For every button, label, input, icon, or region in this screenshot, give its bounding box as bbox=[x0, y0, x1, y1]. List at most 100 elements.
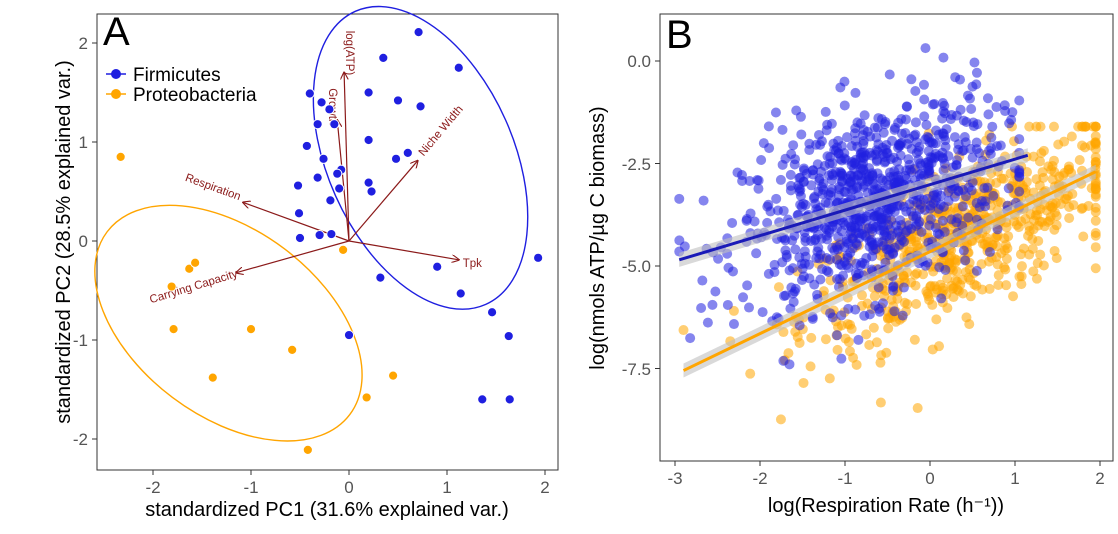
point-firmicutes bbox=[906, 74, 917, 85]
point-firmicutes bbox=[455, 288, 466, 299]
x-tick-label: 1 bbox=[1010, 469, 1019, 488]
point-proteobacteria bbox=[245, 324, 257, 335]
point-firmicutes bbox=[884, 250, 895, 261]
point-firmicutes bbox=[824, 254, 835, 265]
panel-a-y-ticks: -2 -1 0 1 2 bbox=[73, 34, 97, 449]
point-firmicutes bbox=[842, 250, 853, 261]
point-firmicutes bbox=[402, 147, 413, 158]
point-firmicutes bbox=[958, 245, 969, 256]
point-firmicutes bbox=[812, 159, 823, 170]
point-firmicutes bbox=[1003, 183, 1014, 194]
point-firmicutes bbox=[980, 196, 991, 207]
panel-a: A -2 -1 0 1 2 -2 -1 0 1 2 log(ATP)Growt bbox=[53, 5, 559, 521]
y-tick-label: 0 bbox=[79, 232, 88, 251]
point-firmicutes bbox=[763, 121, 774, 132]
point-proteobacteria bbox=[1027, 243, 1038, 254]
point-firmicutes bbox=[986, 132, 997, 143]
point-proteobacteria bbox=[1047, 202, 1058, 213]
point-firmicutes bbox=[796, 129, 807, 140]
point-proteobacteria bbox=[1054, 171, 1065, 182]
point-firmicutes bbox=[737, 175, 748, 186]
point-proteobacteria bbox=[1077, 140, 1088, 151]
point-proteobacteria bbox=[1053, 139, 1064, 150]
point-firmicutes bbox=[971, 137, 982, 148]
point-proteobacteria bbox=[1024, 221, 1035, 232]
point-proteobacteria bbox=[911, 298, 922, 309]
point-firmicutes bbox=[477, 394, 488, 405]
point-firmicutes bbox=[870, 243, 881, 254]
point-firmicutes bbox=[953, 186, 964, 197]
point-proteobacteria bbox=[1090, 202, 1101, 213]
point-firmicutes bbox=[820, 106, 831, 117]
point-proteobacteria bbox=[798, 377, 809, 388]
point-firmicutes bbox=[850, 87, 861, 98]
point-firmicutes bbox=[318, 153, 329, 164]
point-firmicutes bbox=[797, 275, 808, 286]
point-firmicutes bbox=[960, 137, 971, 148]
x-tick-label: 0 bbox=[925, 469, 934, 488]
point-firmicutes bbox=[902, 101, 913, 112]
point-firmicutes bbox=[919, 94, 930, 105]
loading-arrow bbox=[337, 120, 350, 242]
point-firmicutes bbox=[971, 198, 982, 209]
point-proteobacteria bbox=[824, 373, 835, 384]
point-proteobacteria bbox=[302, 444, 313, 455]
point-firmicutes bbox=[1014, 171, 1025, 182]
point-proteobacteria bbox=[869, 291, 880, 302]
point-proteobacteria bbox=[1090, 230, 1101, 241]
point-proteobacteria bbox=[832, 344, 843, 355]
point-firmicutes bbox=[790, 283, 801, 294]
point-firmicutes bbox=[982, 93, 993, 104]
point-firmicutes bbox=[817, 189, 828, 200]
point-proteobacteria bbox=[963, 272, 974, 283]
point-firmicutes bbox=[815, 139, 826, 150]
point-firmicutes bbox=[826, 118, 837, 129]
point-proteobacteria bbox=[1051, 220, 1062, 231]
point-firmicutes bbox=[363, 134, 374, 146]
point-firmicutes bbox=[503, 330, 514, 342]
point-proteobacteria bbox=[1016, 261, 1027, 272]
point-firmicutes bbox=[932, 228, 943, 239]
point-firmicutes bbox=[827, 168, 838, 179]
point-proteobacteria bbox=[950, 275, 961, 286]
point-firmicutes bbox=[843, 238, 854, 249]
point-proteobacteria bbox=[892, 293, 903, 304]
point-firmicutes bbox=[834, 259, 845, 270]
point-firmicutes bbox=[697, 275, 708, 286]
point-firmicutes bbox=[363, 177, 374, 188]
point-proteobacteria bbox=[1068, 200, 1079, 211]
ellipse-firmicutes bbox=[312, 5, 529, 310]
point-proteobacteria bbox=[773, 282, 784, 293]
point-proteobacteria bbox=[1090, 191, 1101, 202]
point-firmicutes bbox=[804, 145, 815, 156]
point-proteobacteria bbox=[843, 336, 854, 347]
point-firmicutes bbox=[963, 212, 974, 223]
point-proteobacteria bbox=[912, 403, 923, 414]
panel-a-label: A bbox=[103, 10, 130, 54]
point-proteobacteria bbox=[794, 337, 805, 348]
point-firmicutes bbox=[943, 195, 954, 206]
point-proteobacteria bbox=[1049, 245, 1060, 256]
point-firmicutes bbox=[292, 180, 304, 191]
point-firmicutes bbox=[744, 302, 755, 313]
point-firmicutes bbox=[752, 175, 763, 186]
point-firmicutes bbox=[1000, 106, 1011, 117]
point-firmicutes bbox=[294, 232, 306, 244]
point-firmicutes bbox=[966, 104, 977, 115]
point-firmicutes bbox=[728, 319, 739, 330]
panel-b-x-ticks: -3 -2 -1 0 1 2 bbox=[667, 461, 1105, 488]
panel-b-fit-lines bbox=[678, 148, 1097, 378]
point-firmicutes bbox=[983, 109, 994, 120]
panel-a-y-axis-title: standardized PC2 (28.5% explained var.) bbox=[53, 60, 75, 424]
point-firmicutes bbox=[326, 228, 337, 240]
point-proteobacteria bbox=[844, 346, 855, 357]
point-firmicutes bbox=[794, 320, 805, 331]
point-firmicutes bbox=[685, 333, 696, 344]
x-tick-label: 2 bbox=[540, 478, 549, 497]
point-firmicutes bbox=[860, 150, 871, 161]
point-firmicutes bbox=[827, 158, 838, 169]
point-firmicutes bbox=[963, 182, 974, 193]
point-firmicutes bbox=[925, 214, 936, 225]
y-tick-label: 0.0 bbox=[627, 52, 651, 71]
